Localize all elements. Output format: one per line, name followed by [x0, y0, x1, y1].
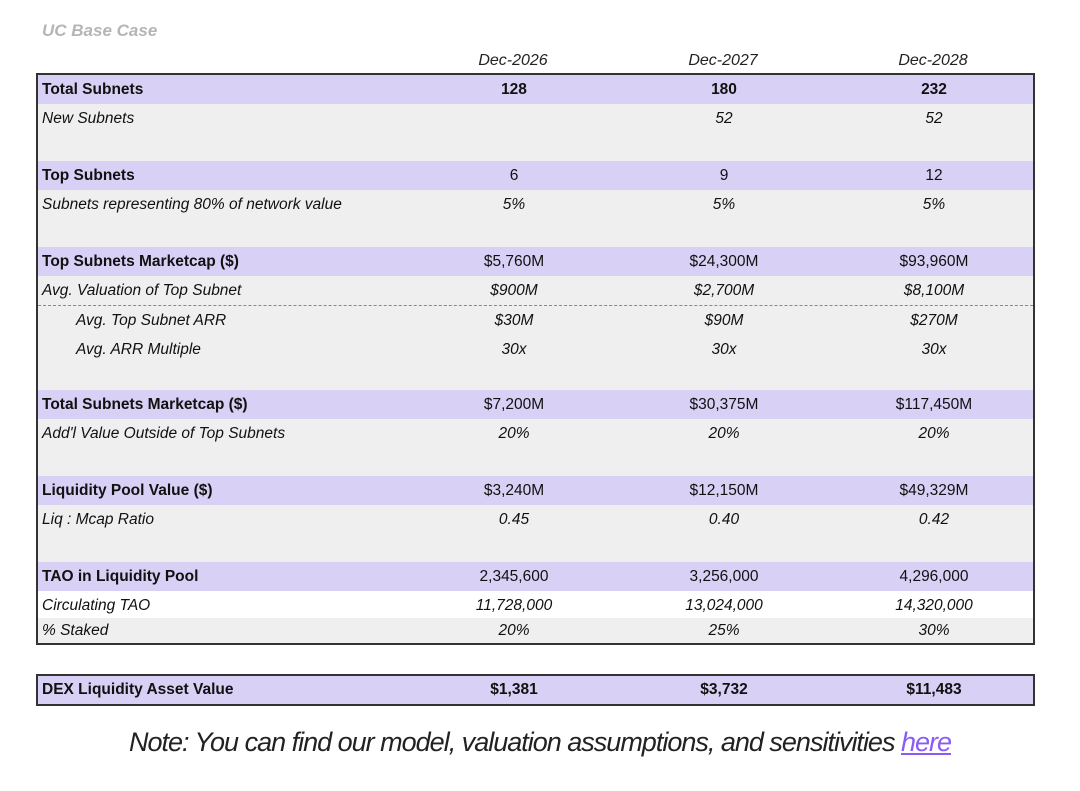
cell-value — [434, 104, 594, 133]
cell-value: 12 — [925, 167, 943, 184]
cell-value: 30x — [501, 341, 527, 358]
row-label: Avg. ARR Multiple — [76, 341, 201, 358]
cell-value: $5,760M — [483, 253, 545, 270]
cell-value: $1,381 — [490, 681, 538, 698]
column-header-dec-2027: Dec-2027 — [688, 52, 758, 69]
here-link[interactable]: here — [900, 727, 952, 757]
cell-value: 3,256,000 — [689, 568, 759, 585]
table-row: Avg. Top Subnet ARR $30M $90M $270M — [38, 306, 1033, 335]
cell-value: $117,450M — [895, 396, 973, 413]
row-label: Top Subnets — [42, 167, 135, 184]
cell-value: $30M — [494, 312, 534, 329]
cell-value: 11,728,000 — [475, 597, 553, 614]
table-row: Liquidity Pool Value ($) $3,240M $12,150… — [38, 476, 1033, 505]
spacer-row — [38, 534, 1033, 562]
valuation-table: Total Subnets 128 180 232 New Subnets 52… — [36, 73, 1035, 645]
cell-value: 0.42 — [918, 511, 950, 528]
cell-value: 5% — [922, 196, 946, 213]
column-header-dec-2026: Dec-2026 — [478, 52, 548, 69]
cell-value: $2,700M — [693, 282, 755, 299]
row-label: % Staked — [42, 622, 109, 639]
row-label: DEX Liquidity Asset Value — [42, 681, 234, 698]
row-label: Liquidity Pool Value ($) — [42, 482, 213, 499]
cell-value: 0.45 — [498, 511, 530, 528]
cell-value: $7,200M — [483, 396, 545, 413]
row-label: Avg. Top Subnet ARR — [76, 312, 227, 329]
footnote: Note: You can find our model, valuation … — [0, 727, 1080, 758]
table-row: Circulating TAO 11,728,000 13,024,000 14… — [38, 591, 1033, 620]
cell-value: $8,100M — [903, 282, 965, 299]
cell-value: $270M — [910, 312, 958, 329]
cell-value: 20% — [708, 425, 740, 442]
cell-value: $3,240M — [483, 482, 545, 499]
cell-value: 4,296,000 — [899, 568, 969, 585]
cell-value: $24,300M — [689, 253, 759, 270]
table-row: Liq : Mcap Ratio 0.45 0.40 0.42 — [38, 505, 1033, 534]
table-row: TAO in Liquidity Pool 2,345,600 3,256,00… — [38, 562, 1033, 591]
column-header-dec-2028: Dec-2028 — [898, 52, 968, 69]
cell-value: $90M — [704, 312, 744, 329]
table-row: Add'l Value Outside of Top Subnets 20% 2… — [38, 419, 1033, 448]
row-label: Circulating TAO — [42, 597, 151, 614]
cell-value: 52 — [925, 110, 943, 127]
cell-value: $93,960M — [899, 253, 969, 270]
row-label: Liq : Mcap Ratio — [42, 511, 154, 528]
table-row: Total Subnets Marketcap ($) $7,200M $30,… — [38, 390, 1033, 419]
cell-value: $11,483 — [906, 681, 962, 698]
cell-value: 30x — [711, 341, 737, 358]
row-label: Add'l Value Outside of Top Subnets — [42, 425, 286, 442]
cell-value: 13,024,000 — [685, 597, 763, 614]
dex-liquidity-row: DEX Liquidity Asset Value $1,381 $3,732 … — [36, 674, 1035, 706]
scenario-label: UC Base Case — [42, 21, 158, 40]
row-label: New Subnets — [42, 110, 135, 127]
cell-value: $49,329M — [899, 482, 969, 499]
row-label: Avg. Valuation of Top Subnet — [42, 282, 242, 299]
cell-value: 128 — [501, 81, 527, 98]
cell-value: 0.40 — [708, 511, 740, 528]
table-row: % Staked 20% 25% 30% — [38, 618, 1033, 643]
cell-value: 6 — [509, 167, 519, 184]
table-row: Top Subnets Marketcap ($) $5,760M $24,30… — [38, 247, 1033, 276]
cell-value: 14,320,000 — [895, 597, 973, 614]
cell-value: 25% — [708, 622, 740, 639]
cell-value: $30,375M — [689, 396, 759, 413]
table-row: Top Subnets 6 9 12 — [38, 161, 1033, 190]
cell-value: 20% — [498, 622, 530, 639]
table-row: Avg. ARR Multiple 30x 30x 30x — [38, 335, 1033, 364]
spacer-row — [38, 364, 1033, 390]
row-label: Total Subnets Marketcap ($) — [42, 396, 248, 413]
spacer-row — [38, 219, 1033, 247]
table-row: Subnets representing 80% of network valu… — [38, 190, 1033, 219]
cell-value: 180 — [711, 81, 737, 98]
cell-value: 30% — [918, 622, 950, 639]
table-row: New Subnets 52 52 — [38, 104, 1033, 133]
cell-value: 20% — [918, 425, 950, 442]
cell-value: 5% — [712, 196, 736, 213]
cell-value: 52 — [715, 110, 733, 127]
cell-value: $3,732 — [700, 681, 748, 698]
cell-value: 2,345,600 — [479, 568, 549, 585]
spacer-row — [38, 133, 1033, 161]
cell-value: 30x — [921, 341, 947, 358]
footnote-text: Note: You can find our model, valuation … — [128, 727, 901, 757]
cell-value: $12,150M — [689, 482, 759, 499]
table-row: Avg. Valuation of Top Subnet $900M $2,70… — [38, 276, 1033, 306]
cell-value: 5% — [502, 196, 526, 213]
row-label: TAO in Liquidity Pool — [42, 568, 199, 585]
spacer-row — [38, 448, 1033, 476]
row-label: Subnets representing 80% of network valu… — [42, 196, 342, 213]
cell-value: $900M — [490, 282, 538, 299]
cell-value: 20% — [498, 425, 530, 442]
row-label: Top Subnets Marketcap ($) — [42, 253, 239, 270]
cell-value: 9 — [719, 167, 729, 184]
row-label: Total Subnets — [42, 81, 144, 98]
table-row: Total Subnets 128 180 232 — [38, 75, 1033, 104]
cell-value: 232 — [921, 81, 947, 98]
